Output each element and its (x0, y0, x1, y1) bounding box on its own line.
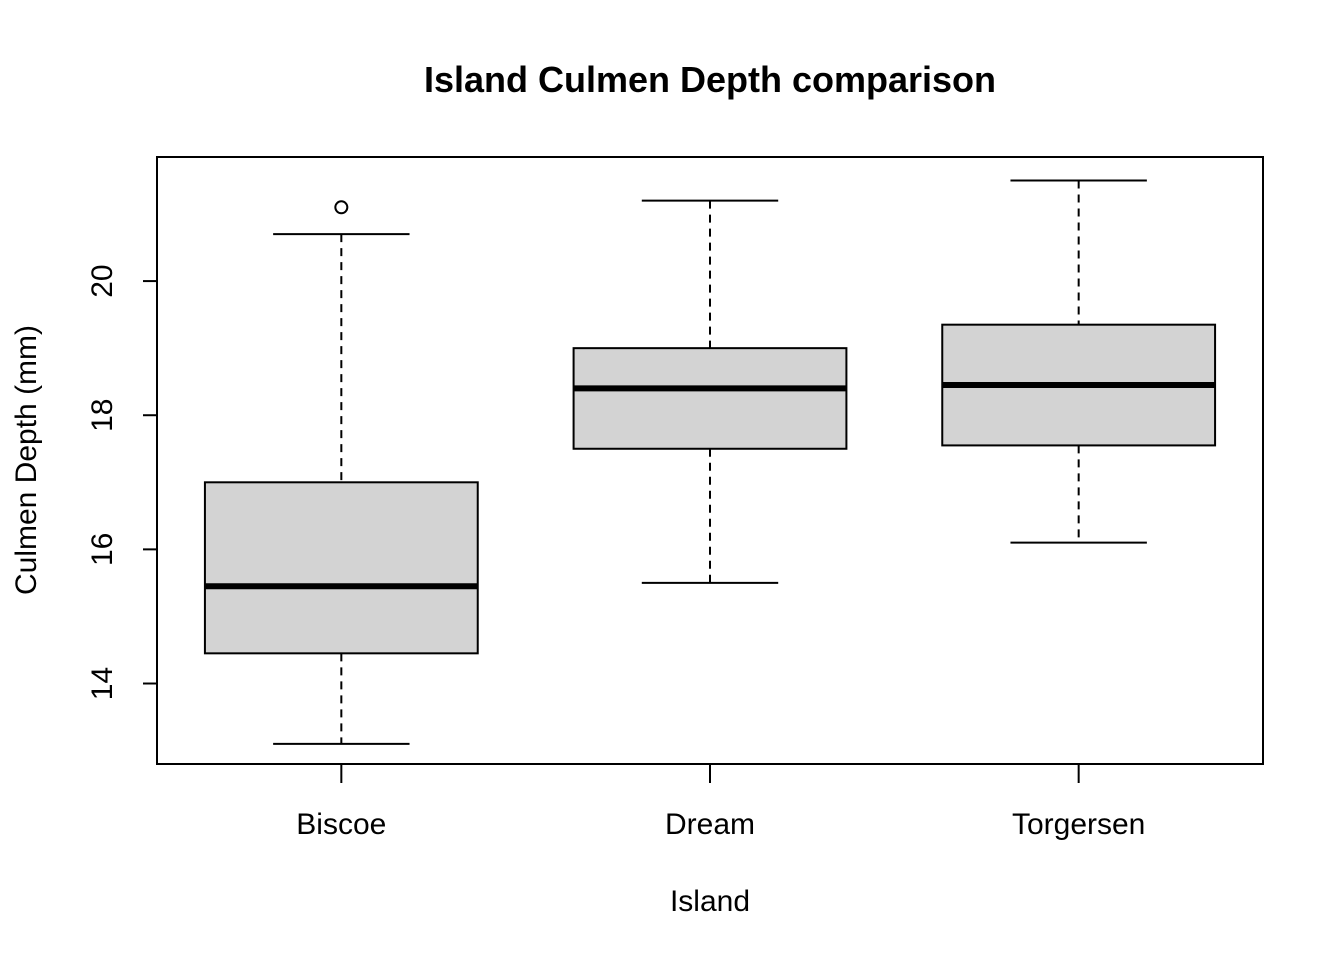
x-tick-label: Dream (665, 808, 755, 841)
y-axis: 14 16 18 20 (86, 264, 157, 700)
box-group (941, 179, 1217, 544)
y-axis-label: Culmen Depth (mm) (10, 325, 43, 595)
box-group (572, 199, 848, 584)
iqr-box (203, 481, 479, 655)
x-axis: Biscoe Dream Torgersen (296, 764, 1145, 841)
iqr-box (572, 347, 848, 450)
x-tick-label: Torgersen (1012, 808, 1145, 841)
box-series (203, 179, 1217, 745)
x-axis-label: Island (670, 885, 750, 918)
y-tick-label: 18 (86, 399, 119, 432)
y-tick-label: 14 (86, 667, 119, 700)
y-tick-label: 16 (86, 533, 119, 566)
box-group (203, 200, 479, 745)
x-tick-label: Biscoe (296, 808, 386, 841)
outlier-point (334, 200, 349, 215)
chart-title: Island Culmen Depth comparison (424, 59, 996, 100)
y-tick-label: 20 (86, 264, 119, 297)
